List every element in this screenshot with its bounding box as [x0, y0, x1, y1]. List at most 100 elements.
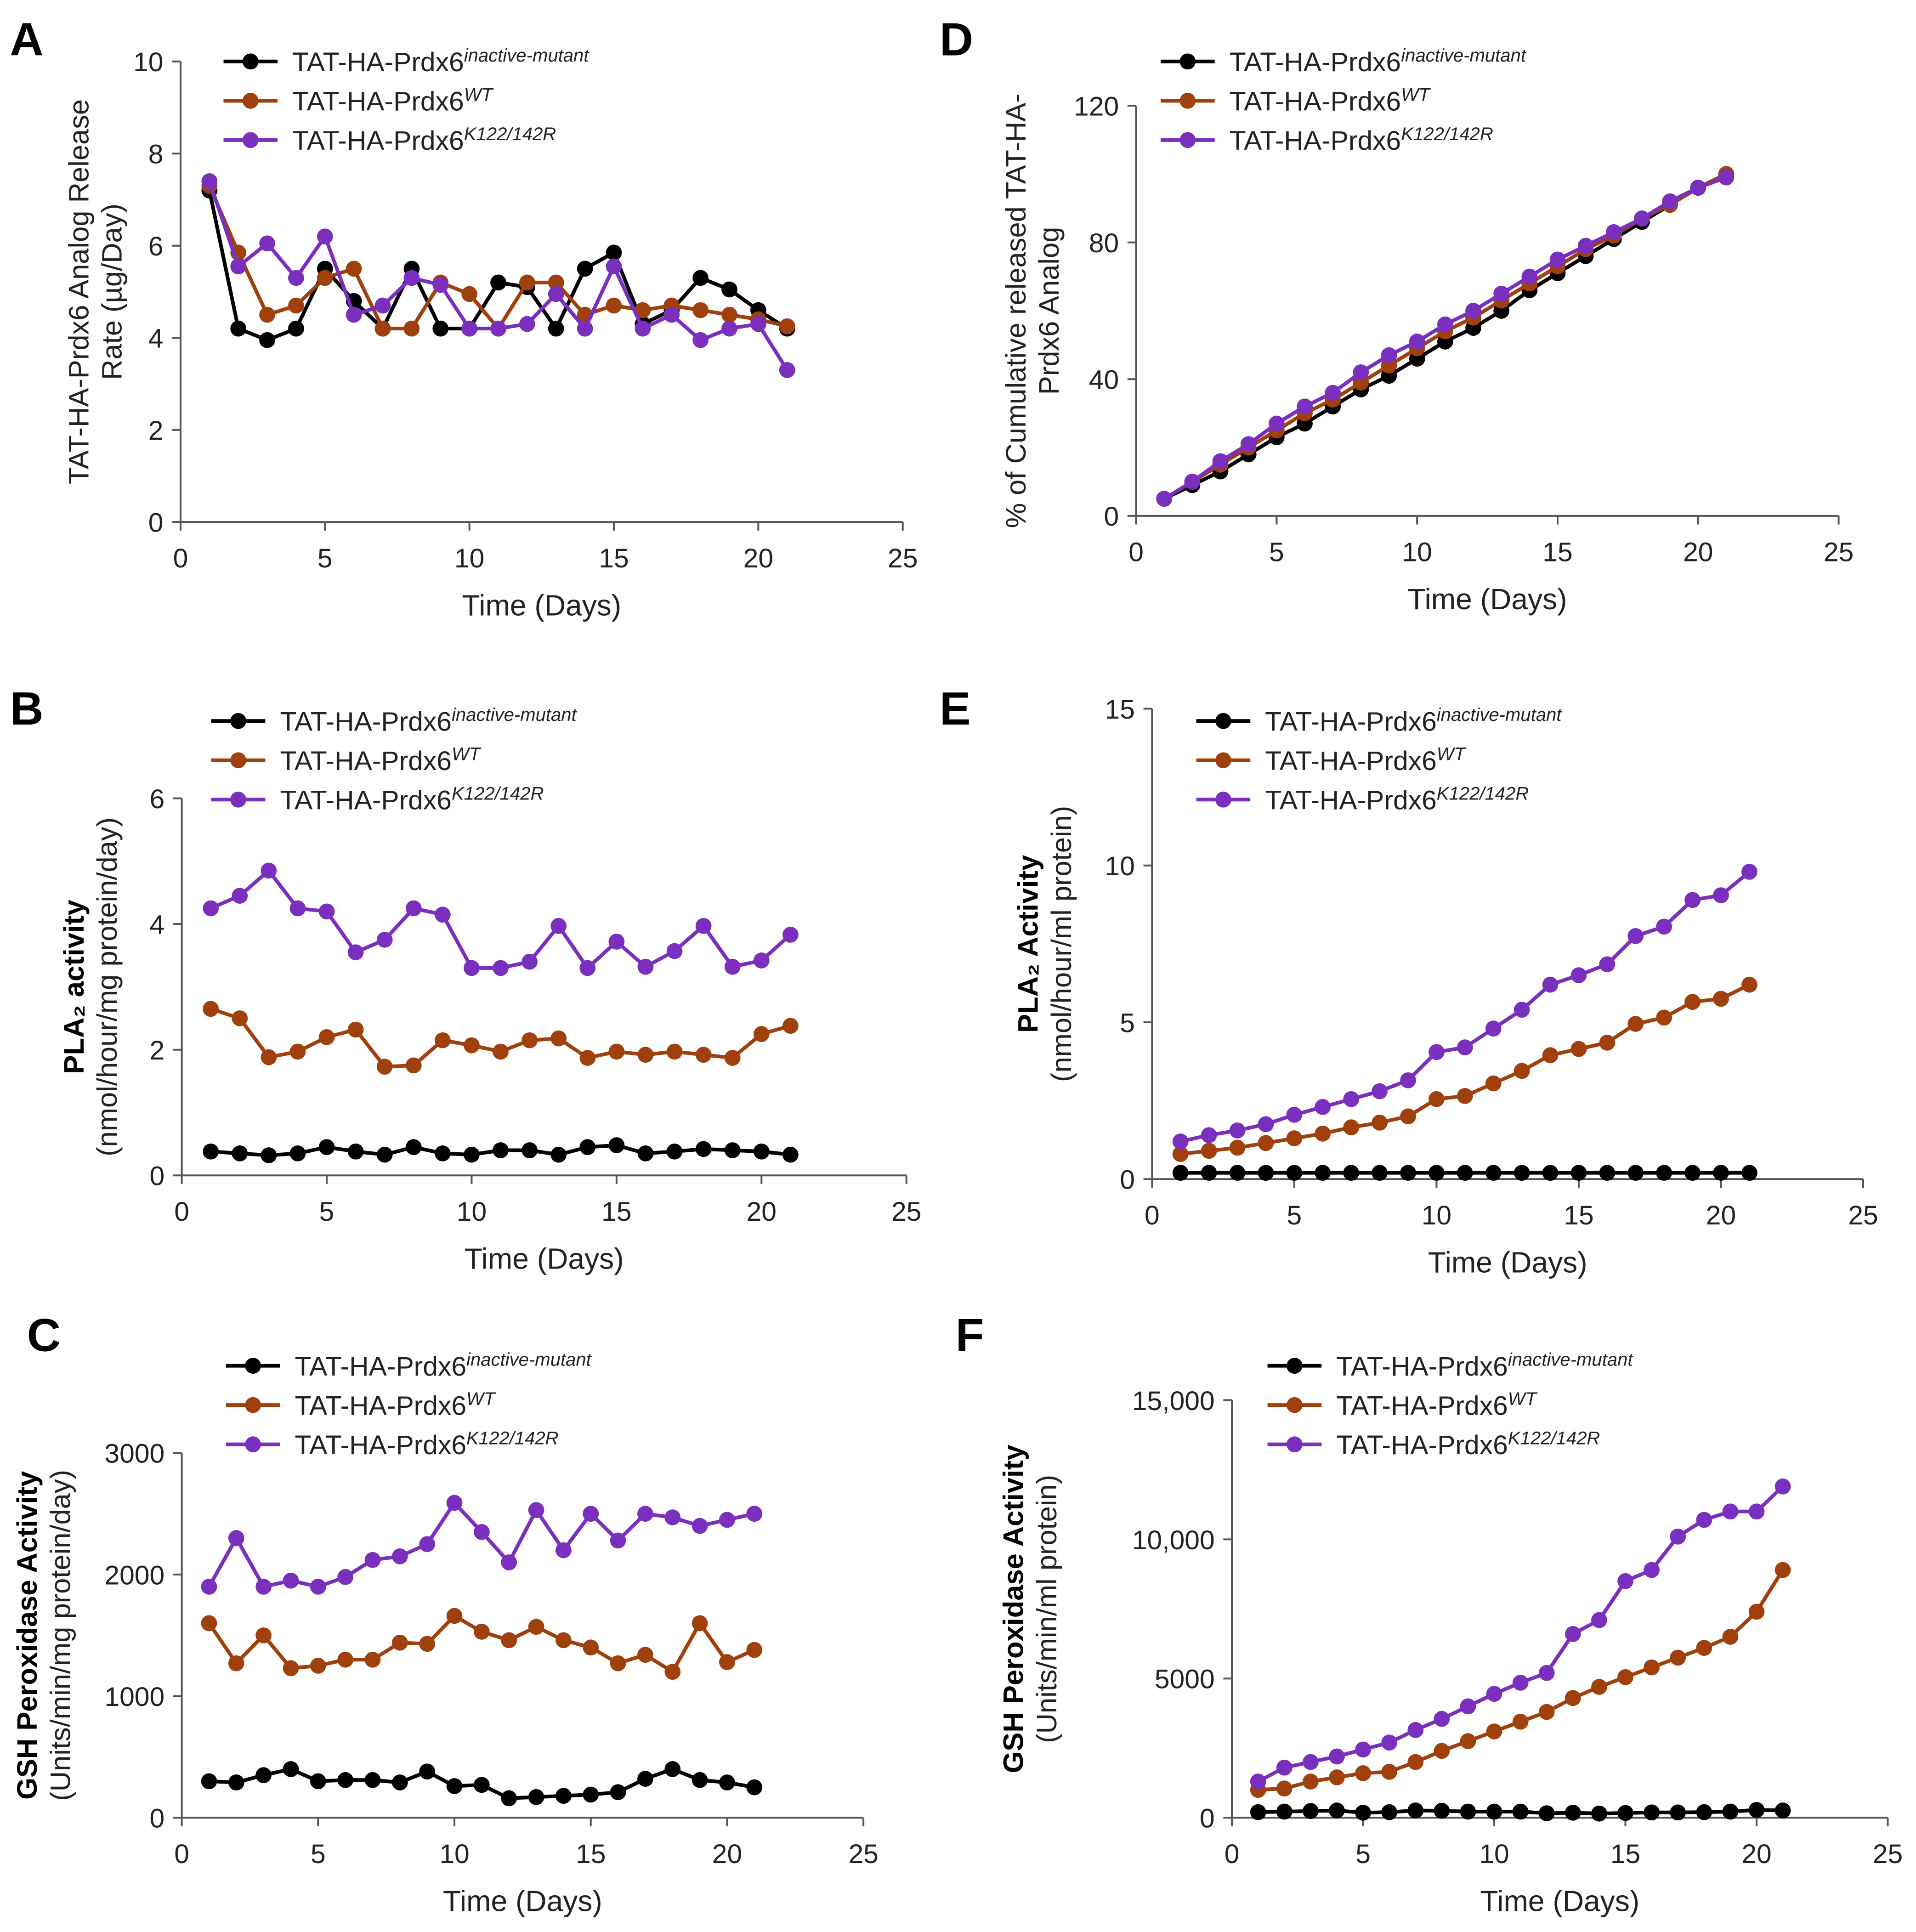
data-point — [347, 1143, 364, 1160]
x-tick-label: 20 — [1683, 538, 1713, 567]
data-point — [1570, 1041, 1587, 1057]
data-point — [1329, 1802, 1345, 1819]
data-point — [347, 944, 364, 961]
data-point — [1460, 1733, 1476, 1750]
data-point — [1286, 1130, 1303, 1146]
panel-label: A — [10, 13, 43, 65]
data-point — [746, 1642, 763, 1658]
data-point — [376, 1059, 393, 1075]
data-point — [579, 1050, 596, 1066]
data-point — [606, 258, 622, 275]
data-point — [608, 1043, 625, 1060]
x-tick-label: 20 — [747, 1197, 777, 1227]
data-point — [1343, 1119, 1360, 1136]
x-tick-label: 20 — [712, 1839, 742, 1869]
data-point — [1315, 1165, 1331, 1181]
legend-name: TAT-HA-Prdx6 — [1230, 47, 1401, 77]
data-point — [1538, 1665, 1555, 1681]
y-axis-label: GSH Peroxidase Activity — [11, 1471, 43, 1800]
y-tick-label: 0 — [1104, 502, 1119, 532]
y-tick-label: 6 — [148, 232, 164, 261]
panel-label: C — [27, 1309, 61, 1361]
data-point — [317, 270, 333, 286]
data-point — [501, 1790, 517, 1807]
data-point — [1407, 1802, 1424, 1819]
data-point — [376, 1146, 393, 1163]
legend-superscript: inactive-mutant — [466, 1350, 592, 1370]
data-point — [403, 270, 420, 286]
data-point — [1656, 918, 1672, 935]
data-point — [1409, 333, 1425, 350]
data-point — [419, 1763, 436, 1780]
data-point — [719, 1654, 735, 1670]
data-point — [203, 900, 219, 917]
data-point — [346, 306, 362, 323]
data-point — [1538, 1805, 1555, 1821]
data-point — [721, 281, 737, 298]
x-tick-label: 0 — [173, 544, 188, 573]
data-point — [1549, 251, 1566, 268]
data-point — [1156, 491, 1173, 507]
series-line — [1257, 1485, 1784, 1784]
data-point — [1542, 1165, 1559, 1181]
legend-label: TAT-HA-Prdx6inactive-mutant — [295, 1350, 592, 1382]
data-point — [1748, 1802, 1765, 1818]
x-axis-label: Time (Days) — [1480, 1884, 1639, 1917]
data-point — [556, 1632, 572, 1649]
legend-superscript: WT — [1437, 744, 1467, 765]
legend-label: TAT-HA-Prdx6K122/142R — [1230, 124, 1493, 156]
legend-label: TAT-HA-Prdx6inactive-mutant — [1230, 45, 1527, 77]
data-point — [583, 1639, 599, 1656]
data-point — [583, 1786, 599, 1803]
data-point — [203, 1001, 219, 1017]
data-point — [666, 943, 683, 959]
y-tick-label: 0 — [1120, 1165, 1135, 1195]
panel-label: B — [10, 682, 43, 735]
x-tick-label: 15 — [1610, 1839, 1640, 1869]
data-point — [283, 1761, 299, 1777]
data-point — [1465, 303, 1481, 319]
legend-superscript: inactive-mutant — [452, 705, 578, 725]
data-point — [1565, 1804, 1581, 1821]
legend-marker — [230, 791, 246, 808]
data-point — [664, 1509, 681, 1526]
y-tick-label: 10 — [133, 47, 163, 77]
y-tick-label: 10 — [1105, 851, 1135, 881]
data-point — [1485, 1020, 1502, 1037]
data-point — [746, 1506, 763, 1522]
legend-superscript: K122/142R — [1401, 124, 1493, 144]
x-tick-label: 10 — [1479, 1839, 1509, 1869]
legend-label: TAT-HA-Prdx6WT — [1265, 744, 1466, 776]
data-point — [1400, 1165, 1416, 1181]
data-point — [692, 1772, 708, 1788]
data-point — [1343, 1091, 1360, 1107]
legend-label: TAT-HA-Prdx6inactive-mutant — [280, 705, 577, 737]
data-point — [201, 1773, 217, 1790]
data-point — [1201, 1143, 1217, 1159]
data-point — [1774, 1562, 1791, 1578]
data-point — [1599, 1035, 1616, 1051]
data-point — [721, 320, 737, 337]
data-point — [493, 1043, 509, 1060]
data-point — [1617, 1805, 1633, 1821]
legend-marker — [1287, 1358, 1303, 1374]
data-point — [1570, 1165, 1587, 1181]
data-point — [1381, 347, 1397, 363]
legend-name: TAT-HA-Prdx6 — [1265, 746, 1437, 776]
data-point — [337, 1569, 354, 1585]
data-point — [259, 235, 275, 252]
data-point — [1722, 1629, 1739, 1645]
legend-marker — [230, 752, 246, 769]
data-point — [1617, 1669, 1633, 1685]
legend-superscript: inactive-mutant — [464, 45, 590, 66]
y-tick-label: 3000 — [104, 1439, 164, 1469]
legend-name: TAT-HA-Prdx6 — [295, 1430, 467, 1460]
panel-label: E — [940, 682, 971, 735]
data-point — [1521, 268, 1538, 285]
data-point — [283, 1660, 299, 1677]
data-point — [1381, 1734, 1398, 1751]
data-point — [637, 1047, 654, 1063]
data-point — [610, 1784, 626, 1801]
data-point — [310, 1773, 326, 1790]
data-point — [1434, 1802, 1450, 1819]
